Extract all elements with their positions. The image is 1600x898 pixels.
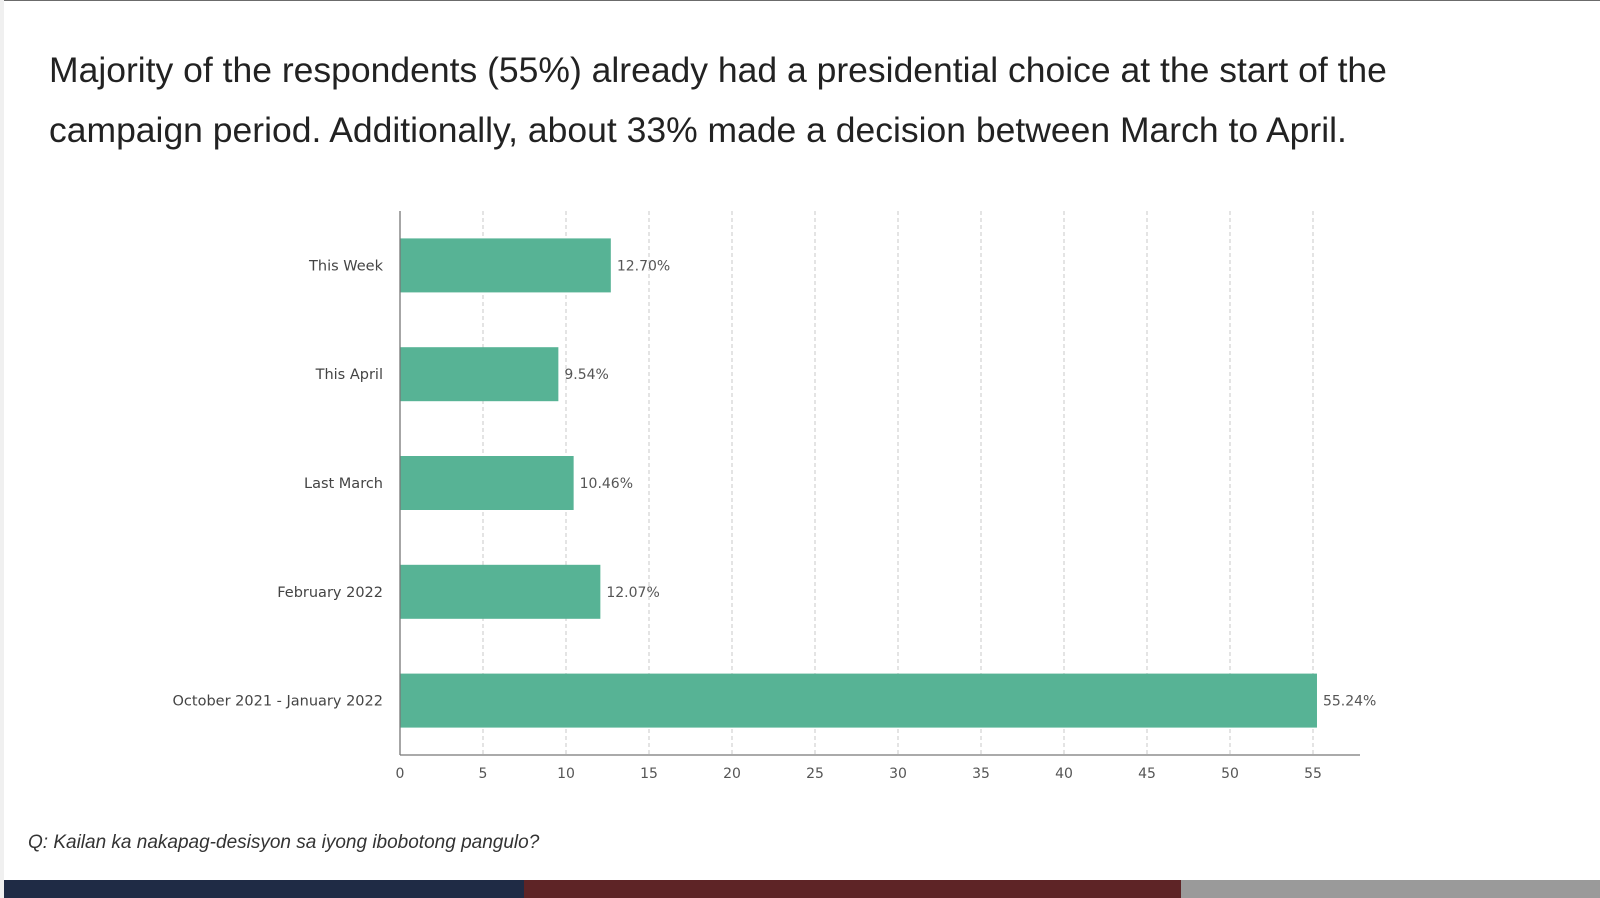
bars	[400, 238, 1317, 728]
data-label-2: 10.46%	[580, 476, 633, 492]
x-tick-label-30: 30	[889, 766, 907, 782]
survey-question-footnote: Q: Kailan ka nakapag-desisyon sa iyong i…	[28, 832, 540, 853]
x-tick-label-5: 5	[479, 766, 488, 782]
x-tick-label-55: 55	[1304, 766, 1322, 782]
x-tick-label-10: 10	[557, 766, 575, 782]
axes	[399, 211, 1360, 756]
x-tick-label-35: 35	[972, 766, 990, 782]
category-label-4: October 2021 - January 2022	[173, 694, 383, 710]
left-edge	[0, 0, 4, 898]
category-label-3: February 2022	[277, 585, 383, 601]
x-tick-label-45: 45	[1138, 766, 1156, 782]
headline: Majority of the respondents (55%) alread…	[49, 50, 1387, 150]
data-label-4: 55.24%	[1323, 694, 1376, 710]
x-tick-label-50: 50	[1221, 766, 1239, 782]
top-divider	[0, 0, 1600, 1]
bar-0	[400, 238, 611, 293]
x-tick-label-20: 20	[723, 766, 741, 782]
data-label-0: 12.70%	[617, 258, 670, 274]
bar-4	[400, 673, 1317, 728]
data-label-1: 9.54%	[564, 367, 608, 383]
labels: 0 5 10 15 20 25 30 35 40 45 50 55 This Week 12.70% Thi…	[173, 258, 1377, 782]
category-label-0: This Week	[308, 258, 384, 274]
x-tick-label-15: 15	[640, 766, 658, 782]
x-tick-label-25: 25	[806, 766, 824, 782]
footer-bar-grey	[1181, 880, 1600, 898]
category-label-2: Last March	[304, 476, 383, 492]
bar-3	[400, 564, 601, 619]
bar-1	[400, 347, 559, 402]
category-label-1: This April	[315, 367, 383, 383]
bar-2	[400, 456, 574, 510]
x-tick-label-0: 0	[396, 766, 405, 782]
x-tick-label-40: 40	[1055, 766, 1073, 782]
footer-bar-maroon	[524, 880, 1181, 898]
footer-bar-navy	[4, 880, 524, 898]
data-label-3: 12.07%	[606, 585, 659, 601]
